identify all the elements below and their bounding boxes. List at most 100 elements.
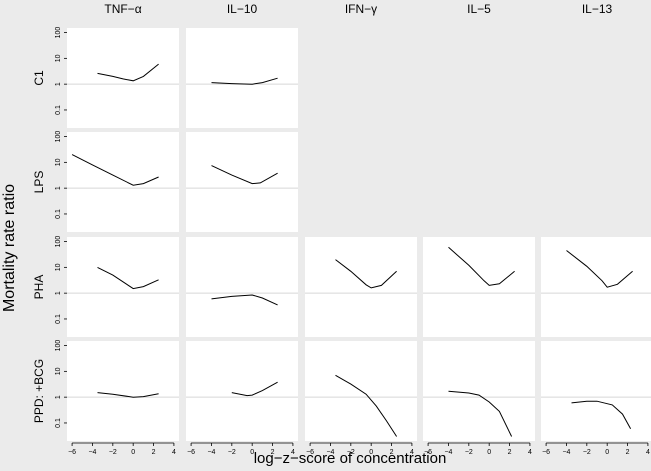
x-tick-label: −4	[326, 449, 334, 456]
x-tick-label: 2	[390, 449, 394, 456]
panel-background	[186, 132, 298, 232]
panel	[186, 237, 298, 337]
x-tick-label: −6	[424, 449, 432, 456]
y-tick-label: 10	[55, 54, 62, 62]
x-tick-label: −2	[347, 449, 355, 456]
series-line	[448, 246, 515, 286]
x-tick-label: 4	[291, 449, 295, 456]
x-tick-label: 2	[152, 449, 156, 456]
x-tick-label: 2	[271, 449, 275, 456]
panel: 100 10 1 0.1	[55, 27, 179, 128]
x-tick-label: 0	[487, 449, 491, 456]
panel: 100 10 1 0.1	[55, 236, 179, 337]
x-axis: −6 −4 −2 0 2 4	[187, 442, 295, 456]
x-axis: −6 −4 −2 0 2 4	[542, 442, 650, 456]
x-tick-label: 4	[646, 449, 650, 456]
y-tick-label: 100	[55, 236, 62, 248]
panel-background	[67, 341, 179, 441]
panel-background	[67, 28, 179, 128]
column-title: IFN−γ	[345, 2, 377, 16]
series-line	[97, 63, 159, 82]
panel-background	[67, 237, 179, 337]
y-axis-label: Mortality rate ratio	[1, 184, 18, 312]
row-label: LPS	[32, 171, 46, 194]
x-tick-label: 4	[410, 449, 414, 456]
column-title: IL−13	[582, 2, 613, 16]
column-title: IL−10	[227, 2, 258, 16]
x-tick-label: −6	[306, 449, 314, 456]
panel-background	[186, 28, 298, 128]
x-tick-label: −2	[228, 449, 236, 456]
series-line	[231, 381, 278, 397]
panel: 100 10 1 0.1	[55, 131, 179, 232]
panel-background	[305, 237, 417, 337]
panel-background	[423, 341, 535, 441]
y-tick-label: 10	[55, 367, 62, 375]
column-title: TNF−α	[104, 2, 141, 16]
x-tick-label: −6	[187, 449, 195, 456]
x-tick-label: 0	[605, 449, 609, 456]
series-line	[211, 165, 278, 185]
panel-background	[423, 237, 535, 337]
y-tick-label: 0.1	[55, 314, 62, 324]
x-tick-label: −2	[583, 449, 591, 456]
series-line	[566, 250, 633, 288]
x-tick-label: −2	[465, 449, 473, 456]
y-tick-label: 1	[55, 186, 62, 190]
series-line	[97, 392, 159, 398]
panel	[541, 341, 651, 441]
panel-background	[541, 237, 651, 337]
x-tick-label: −2	[109, 449, 117, 456]
panel	[541, 237, 651, 337]
x-axis: −6 −4 −2 0 2 4	[306, 442, 414, 456]
row-label: PHA	[32, 275, 46, 300]
y-tick-label: 100	[55, 131, 62, 143]
y-tick-label: 0.1	[55, 105, 62, 115]
series-line	[97, 266, 159, 290]
x-tick-label: 2	[626, 449, 630, 456]
x-axis: −6 −4 −2 0 2 4	[68, 442, 176, 456]
x-tick-label: −4	[444, 449, 452, 456]
panel	[186, 132, 298, 232]
y-tick-label: 1	[55, 82, 62, 86]
panel-background	[186, 237, 298, 337]
x-tick-label: −4	[562, 449, 570, 456]
panel-background	[186, 341, 298, 441]
panel: 100 10 1 0.1	[55, 340, 179, 441]
panel	[305, 341, 417, 441]
x-tick-label: −4	[88, 449, 96, 456]
x-tick-label: 0	[131, 449, 135, 456]
x-tick-label: 4	[172, 449, 176, 456]
y-tick-label: 1	[55, 395, 62, 399]
series-line	[211, 294, 278, 306]
x-tick-label: −6	[68, 449, 76, 456]
x-tick-label: −4	[207, 449, 215, 456]
panel	[423, 341, 535, 441]
row-label: PPD: +BCG	[32, 359, 46, 423]
series-line	[335, 259, 397, 289]
panel	[186, 341, 298, 441]
y-tick-label: 10	[55, 158, 62, 166]
panel	[305, 237, 417, 337]
y-tick-label: 10	[55, 263, 62, 271]
x-axis: −6 −4 −2 0 2 4	[424, 442, 532, 456]
x-tick-label: 0	[250, 449, 254, 456]
y-tick-label: 0.1	[55, 418, 62, 428]
x-tick-label: 0	[369, 449, 373, 456]
y-tick-label: 1	[55, 291, 62, 295]
panel	[186, 28, 298, 128]
x-tick-label: −6	[542, 449, 550, 456]
x-tick-label: 2	[508, 449, 512, 456]
series-line	[448, 390, 513, 437]
y-tick-label: 100	[55, 27, 62, 39]
series-line	[335, 374, 398, 437]
x-tick-label: 4	[528, 449, 532, 456]
panel-background	[67, 132, 179, 232]
x-axis-label: log−z−score of concentration	[254, 450, 447, 467]
panel	[423, 237, 535, 337]
series-line	[211, 77, 278, 85]
panel-background	[541, 341, 651, 441]
series-line	[71, 154, 159, 186]
column-title: IL−5	[467, 2, 491, 16]
